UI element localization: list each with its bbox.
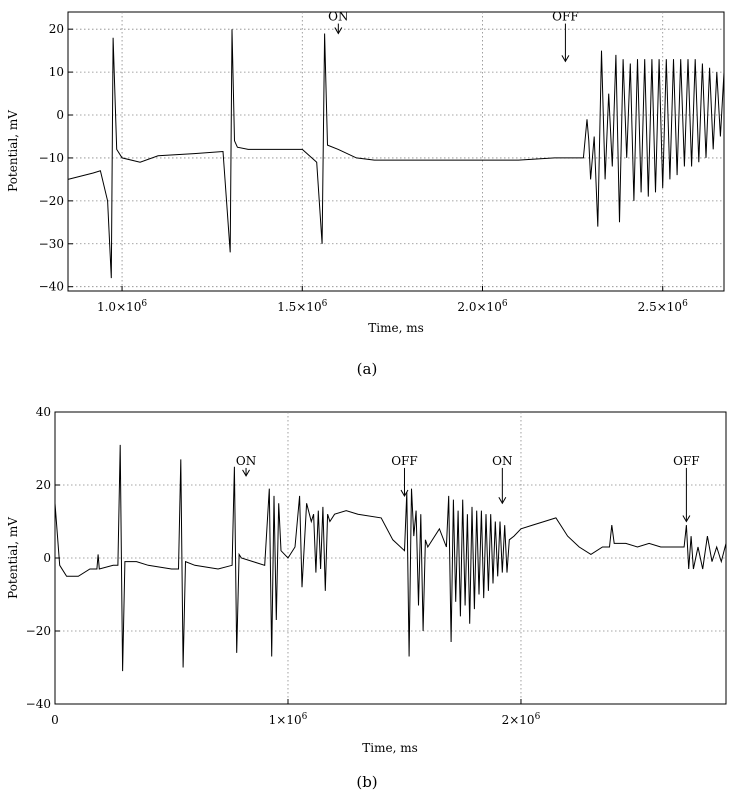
panel-b-annotation-arrowhead — [498, 496, 507, 505]
panel-a-annotation-label: ON — [328, 10, 348, 24]
panel-b-annotation-label: ON — [236, 454, 256, 468]
panel-a-y-tick-label: −30 — [39, 237, 64, 251]
panel-b-series-line — [54, 444, 727, 672]
panel-a-x-tick-label: 2.5×106 — [638, 299, 688, 314]
panel-a-x-tick-label: 1.0×106 — [97, 299, 147, 314]
panel-b-x-axis-label: Time, ms — [362, 741, 418, 755]
panel-b-annotation-arrowhead — [682, 515, 691, 523]
panel-a-y-tick-label: −40 — [39, 280, 64, 294]
panel-a-chart: 1.0×106 1.5×106 2.0×106 2.5×106 20 10 0 −10 −20… — [6, 10, 725, 378]
panel-b-x-tick-label: 2×106 — [502, 712, 541, 727]
panel-b-x-ticks: 0 1×106 2×106 — [51, 699, 541, 727]
panel-a-grid — [68, 12, 724, 291]
panel-a-caption: (a) — [357, 360, 378, 378]
panel-a-y-tick-label: 10 — [49, 65, 64, 79]
panel-a-series-line — [67, 29, 725, 279]
panel-a-annotation-arrowhead — [334, 27, 343, 35]
panel-a-y-ticks: 20 10 0 −10 −20 −30 −40 — [39, 22, 73, 294]
panel-a-x-tick-label: 1.5×106 — [277, 299, 327, 314]
panel-b-annotation-arrowhead — [242, 469, 250, 477]
panel-a-y-tick-label: 20 — [49, 22, 64, 36]
panel-b-y-tick-label: −20 — [26, 624, 51, 638]
panel-b-chart: 0 1×106 2×106 40 20 0 −20 −40 ON OFF ON OFF Time,… — [6, 405, 727, 791]
panel-b-y-tick-label: 40 — [36, 405, 51, 419]
panel-a-annotations: ON OFF — [328, 10, 579, 63]
panel-b-y-ticks: 40 20 0 −20 −40 — [26, 405, 60, 711]
panel-b-x-tick-label: 0 — [51, 713, 59, 727]
panel-b-grid — [55, 412, 726, 704]
panel-a-x-tick-label: 2.0×106 — [457, 299, 507, 314]
panel-a-x-axis-label: Time, ms — [368, 321, 424, 335]
panel-b-annotation-label: OFF — [673, 454, 700, 468]
panel-a-y-tick-label: −20 — [39, 194, 64, 208]
panel-b-annotation-label: ON — [492, 454, 512, 468]
panel-b-y-tick-label: 20 — [36, 478, 51, 492]
panel-b-y-tick-label: −40 — [26, 697, 51, 711]
panel-a-plot-frame — [67, 11, 725, 292]
panel-a-annotation-arrowhead — [561, 55, 570, 63]
panel-b-annotation-arrowhead — [400, 489, 409, 497]
panel-a-y-tick-label: 0 — [56, 108, 64, 122]
panel-a-y-axis-label: Potential, mV — [6, 110, 20, 192]
panel-a-x-ticks: 1.0×106 1.5×106 2.0×106 2.5×106 — [97, 286, 688, 314]
panel-b-caption: (b) — [356, 773, 377, 791]
panel-b-x-tick-label: 1×106 — [269, 712, 308, 727]
panel-b-annotations: ON OFF ON OFF — [236, 454, 700, 523]
panel-a-y-tick-label: −10 — [39, 151, 64, 165]
panel-b-annotation-label: OFF — [391, 454, 418, 468]
panel-b-y-tick-label: 0 — [43, 551, 51, 565]
panel-b-y-axis-label: Potential, mV — [6, 517, 20, 599]
panel-a-annotation-label: OFF — [552, 10, 579, 24]
